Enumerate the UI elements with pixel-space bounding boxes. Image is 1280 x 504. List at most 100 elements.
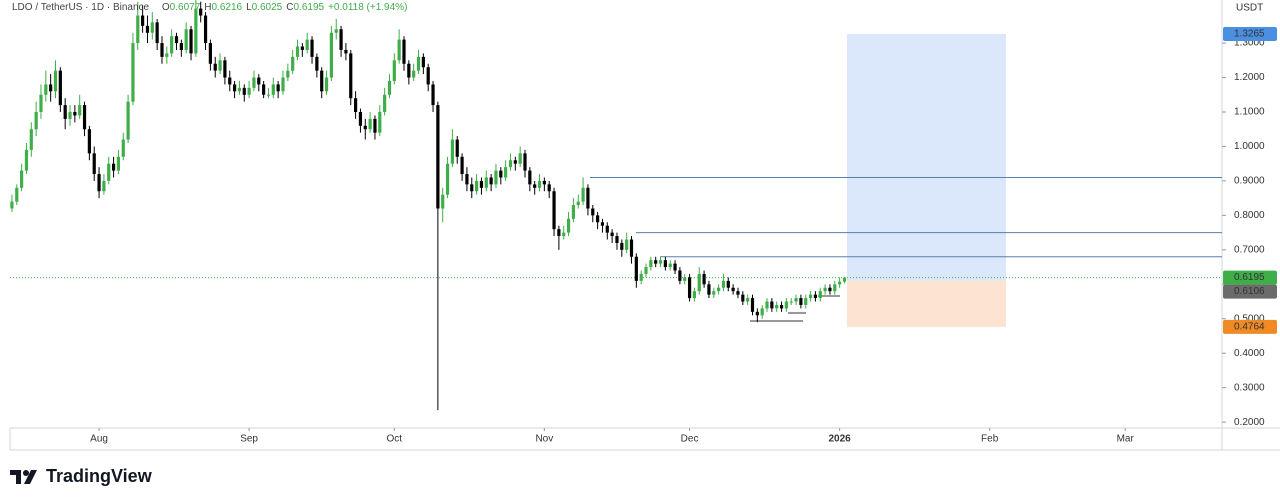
candle-body — [92, 153, 96, 175]
candle-body — [111, 163, 116, 171]
candle-body — [731, 287, 735, 292]
candle-body — [276, 84, 280, 92]
candle-body — [387, 80, 392, 95]
logo-icon — [10, 469, 37, 484]
y-tick-label: 0.5000 — [1234, 313, 1265, 324]
candle-body — [721, 280, 726, 288]
candle-body — [566, 218, 571, 233]
candle-body — [697, 273, 701, 292]
x-tick-label: Mar — [1117, 434, 1135, 445]
candle-body — [402, 39, 406, 64]
candle-body — [49, 84, 53, 92]
candle-body — [426, 67, 430, 85]
candle-body — [184, 29, 188, 50]
ohlc-key: C — [286, 2, 294, 13]
candle-body — [441, 194, 445, 209]
candle-body — [174, 36, 179, 44]
candle-body — [581, 187, 585, 202]
y-tick-label: 1.2000 — [1234, 72, 1265, 83]
candle-body — [44, 84, 48, 95]
candle-body — [586, 187, 590, 209]
candle-body — [126, 101, 130, 140]
candle-body — [160, 43, 164, 57]
candle-body — [242, 87, 246, 95]
candle-body — [504, 167, 508, 178]
candle-body — [470, 184, 474, 192]
candle-body — [542, 180, 546, 185]
candle-body — [121, 139, 125, 157]
candle-body — [223, 60, 227, 78]
candle-body — [702, 273, 706, 285]
candle-body — [145, 25, 150, 33]
candle-body — [102, 180, 106, 192]
y-tick-label: 0.9000 — [1234, 176, 1265, 187]
candle-body — [218, 60, 222, 71]
candle-body — [353, 98, 358, 112]
candle-body — [576, 201, 580, 206]
candle-body — [673, 263, 677, 271]
candle-body — [237, 87, 242, 92]
candle-body — [78, 105, 82, 116]
candle-body — [344, 49, 348, 54]
candle-body — [615, 236, 619, 243]
candle-body — [528, 170, 532, 185]
candle-body — [828, 287, 832, 292]
y-tick-label: 0.4000 — [1234, 348, 1265, 359]
candle-body — [131, 43, 135, 102]
candle-body — [678, 270, 682, 281]
candle-body — [29, 129, 33, 150]
target-label: 1.3265 — [1234, 29, 1265, 40]
candle-body — [663, 260, 667, 268]
candle-body — [775, 304, 779, 309]
candle-body — [804, 298, 808, 305]
candle-body — [368, 118, 372, 130]
candle-body — [537, 180, 542, 188]
candle-body — [770, 301, 774, 309]
candle-body — [668, 263, 672, 268]
candle-body — [228, 77, 232, 85]
candle-body — [484, 177, 488, 188]
last-price-label: 0.6195 — [1234, 272, 1265, 283]
footer: TradingView — [10, 466, 152, 487]
candle-body — [833, 284, 837, 292]
candle-body — [68, 111, 72, 119]
candle-body — [58, 70, 62, 106]
candle-body — [692, 291, 697, 299]
candle-body — [789, 301, 793, 303]
candle-body — [150, 22, 154, 33]
candle-body — [392, 60, 396, 81]
candle-body — [591, 208, 595, 216]
candle-body — [107, 163, 111, 181]
candle-body — [286, 70, 290, 78]
candle-body — [431, 84, 435, 106]
candle-body — [310, 39, 314, 57]
candle-body — [358, 111, 363, 126]
entry-label: 0.6106 — [1234, 286, 1265, 297]
candle-body — [813, 294, 818, 299]
candle-body — [378, 111, 382, 133]
candle-body — [10, 201, 14, 209]
candle-body — [421, 56, 425, 68]
candle-body — [34, 111, 38, 130]
candle-body — [499, 170, 503, 178]
candle-body — [610, 232, 614, 237]
currency: USDT — [1236, 3, 1263, 14]
candle-body — [755, 311, 759, 316]
candle-body — [818, 291, 822, 299]
candle-body — [557, 229, 561, 237]
x-tick-label: Oct — [387, 434, 403, 445]
candle-body — [746, 298, 750, 302]
candle-body — [329, 32, 333, 78]
candle-body — [450, 139, 454, 164]
candle-body — [741, 294, 745, 302]
candle-body — [334, 29, 338, 33]
candle-body — [600, 222, 605, 226]
x-tick-label: Sep — [240, 434, 258, 445]
x-tick-label: Aug — [90, 434, 108, 445]
candle-body — [654, 260, 658, 264]
candle-body — [494, 170, 498, 185]
candle-body — [247, 87, 251, 95]
candle-body — [707, 284, 711, 295]
